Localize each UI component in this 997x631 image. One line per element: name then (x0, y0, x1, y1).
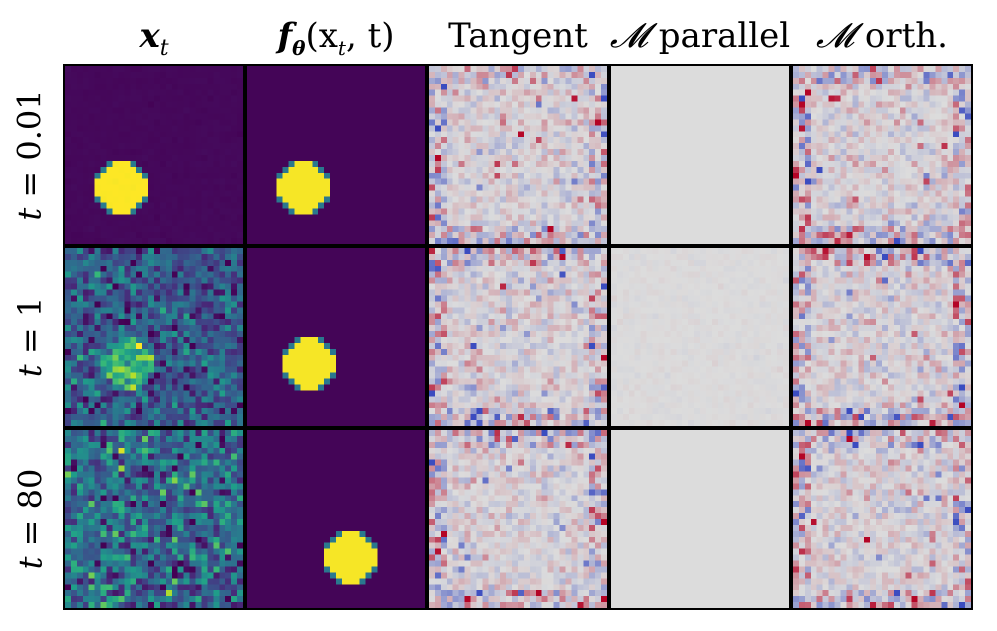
orthogonal-map-image (793, 248, 971, 426)
column-title-tangent: Tangent (448, 16, 588, 56)
column-title-xt: xt (139, 16, 169, 61)
tangent-map-image (429, 66, 607, 244)
denoised-output-panel-row-2 (245, 246, 427, 428)
orthogonal-map-image (793, 430, 971, 608)
denoised-output-image (247, 248, 425, 426)
denoised-output-image (247, 430, 425, 608)
row-label-t-0.01: t = 0.01 (11, 89, 50, 221)
parallel-map-image (611, 66, 789, 244)
column-title-m-parallel: 𝓜 parallel (609, 16, 791, 56)
orthogonal-map-panel-row-3 (791, 428, 973, 610)
tangent-map-panel-row-2 (427, 246, 609, 428)
tangent-map-image (429, 430, 607, 608)
row-label-t-1: t = 1 (11, 296, 49, 378)
noisy-input-panel-row-3 (63, 428, 245, 610)
image-grid (63, 64, 975, 610)
denoised-output-image (247, 66, 425, 244)
parallel-map-panel-row-3 (609, 428, 791, 610)
tangent-map-image (429, 248, 607, 426)
row-label-t-80: t = 80 (11, 468, 50, 570)
denoised-output-panel-row-1 (245, 64, 427, 246)
orthogonal-map-panel-row-2 (791, 246, 973, 428)
parallel-map-image (611, 430, 789, 608)
noisy-input-panel-row-2 (63, 246, 245, 428)
column-title-m-orth: 𝓜 orth. (816, 16, 948, 56)
column-title-f-theta: fθ(xt, t) (277, 16, 395, 60)
parallel-map-panel-row-2 (609, 246, 791, 428)
denoised-output-panel-row-3 (245, 428, 427, 610)
noisy-input-panel-row-1 (63, 64, 245, 246)
parallel-map-image (611, 248, 789, 426)
parallel-map-panel-row-1 (609, 64, 791, 246)
tangent-map-panel-row-1 (427, 64, 609, 246)
noisy-input-image (65, 430, 243, 608)
orthogonal-map-panel-row-1 (791, 64, 973, 246)
noisy-input-image (65, 248, 243, 426)
orthogonal-map-image (793, 66, 971, 244)
noisy-input-image (65, 66, 243, 244)
tangent-map-panel-row-3 (427, 428, 609, 610)
